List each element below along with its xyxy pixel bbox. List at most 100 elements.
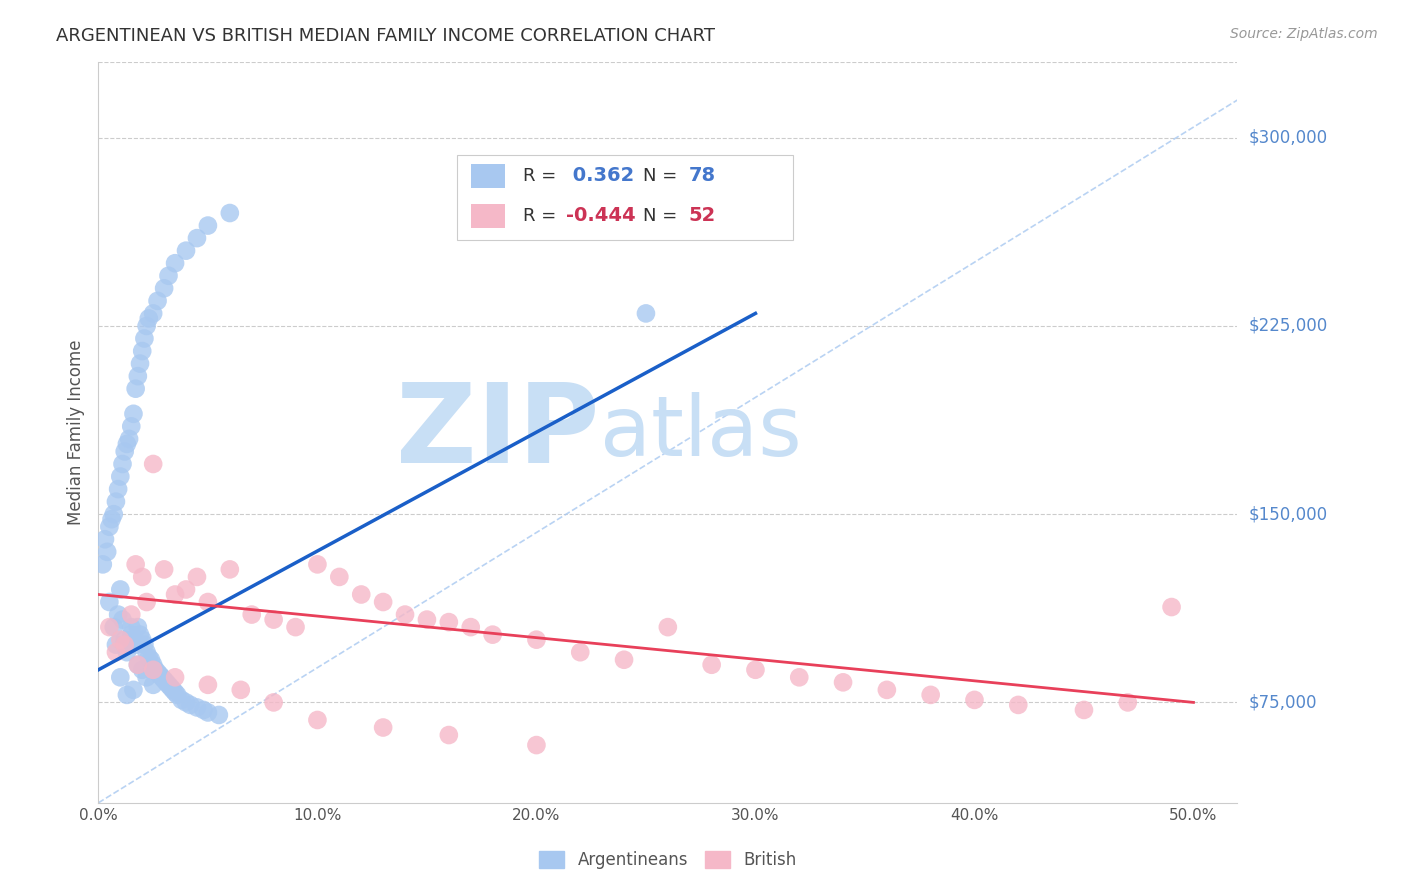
Point (114, 444, 136, 458)
Point (153, 281, 176, 295)
Text: atlas: atlas (599, 392, 801, 473)
Point (832, 675, 855, 690)
Point (127, 657, 149, 672)
Point (460, 620, 482, 634)
Point (700, 657, 723, 672)
Point (107, 482, 129, 496)
Point (129, 357, 152, 371)
Point (110, 469, 132, 483)
Point (115, 688, 138, 702)
Point (129, 627, 152, 641)
Point (142, 657, 165, 672)
Point (131, 632, 153, 647)
Point (394, 607, 416, 622)
Point (135, 645, 157, 659)
Point (120, 620, 142, 634)
Point (96, 545, 118, 559)
Point (263, 695, 285, 709)
Point (124, 638, 146, 652)
Point (110, 582, 132, 597)
Text: 78: 78 (689, 166, 716, 186)
Point (526, 632, 548, 647)
Point (146, 293, 169, 308)
Text: $75,000: $75,000 (1249, 693, 1317, 712)
Y-axis label: Median Family Income: Median Family Income (66, 340, 84, 525)
Point (139, 653, 162, 667)
Point (142, 678, 165, 692)
Point (197, 595, 219, 609)
Point (149, 668, 172, 682)
Point (138, 311, 160, 326)
Point (174, 582, 197, 597)
Point (186, 231, 208, 245)
Point (218, 206, 240, 220)
Point (104, 645, 127, 659)
Point (91, 558, 114, 572)
Text: N =: N = (643, 207, 683, 225)
Point (1007, 698, 1029, 712)
Point (307, 713, 329, 727)
Point (284, 620, 307, 634)
Text: Source: ZipAtlas.com: Source: ZipAtlas.com (1230, 27, 1378, 41)
Point (122, 682, 145, 697)
Point (127, 369, 149, 384)
Point (114, 632, 136, 647)
Point (157, 678, 180, 692)
Point (208, 708, 231, 723)
Point (103, 507, 125, 521)
Point (107, 607, 129, 622)
FancyBboxPatch shape (471, 204, 505, 227)
Point (263, 613, 285, 627)
Point (120, 627, 142, 641)
Point (193, 703, 215, 717)
Point (153, 562, 176, 576)
Point (118, 432, 141, 446)
Point (1160, 600, 1182, 615)
Point (787, 670, 810, 684)
Point (197, 678, 219, 692)
Text: $300,000: $300,000 (1249, 128, 1327, 146)
Point (328, 570, 350, 584)
Point (110, 670, 132, 684)
Point (218, 562, 240, 576)
Point (138, 650, 160, 665)
Point (437, 615, 460, 629)
Point (170, 693, 193, 707)
Point (120, 419, 142, 434)
Point (150, 670, 173, 684)
Point (157, 268, 180, 283)
Point (98, 520, 121, 534)
Point (920, 688, 942, 702)
Point (111, 457, 134, 471)
Point (634, 306, 657, 320)
Point (134, 638, 156, 652)
Point (94, 533, 117, 547)
Point (371, 721, 394, 735)
Point (131, 663, 153, 677)
FancyBboxPatch shape (471, 164, 505, 187)
Point (122, 632, 145, 647)
Text: R =: R = (523, 207, 562, 225)
Point (165, 670, 187, 684)
Point (153, 673, 176, 687)
Point (963, 693, 986, 707)
Point (115, 645, 138, 659)
Point (122, 407, 145, 421)
Text: $225,000: $225,000 (1249, 317, 1327, 335)
Point (569, 645, 592, 659)
Text: ZIP: ZIP (396, 379, 599, 486)
Point (744, 663, 766, 677)
Point (142, 663, 165, 677)
Point (135, 595, 157, 609)
Point (526, 738, 548, 752)
Point (166, 688, 188, 702)
Point (197, 219, 219, 233)
Point (114, 638, 136, 652)
Point (100, 512, 122, 526)
Point (146, 665, 169, 680)
Point (165, 685, 187, 699)
Point (876, 682, 898, 697)
Point (142, 306, 165, 320)
Point (98, 595, 121, 609)
Point (127, 620, 149, 634)
